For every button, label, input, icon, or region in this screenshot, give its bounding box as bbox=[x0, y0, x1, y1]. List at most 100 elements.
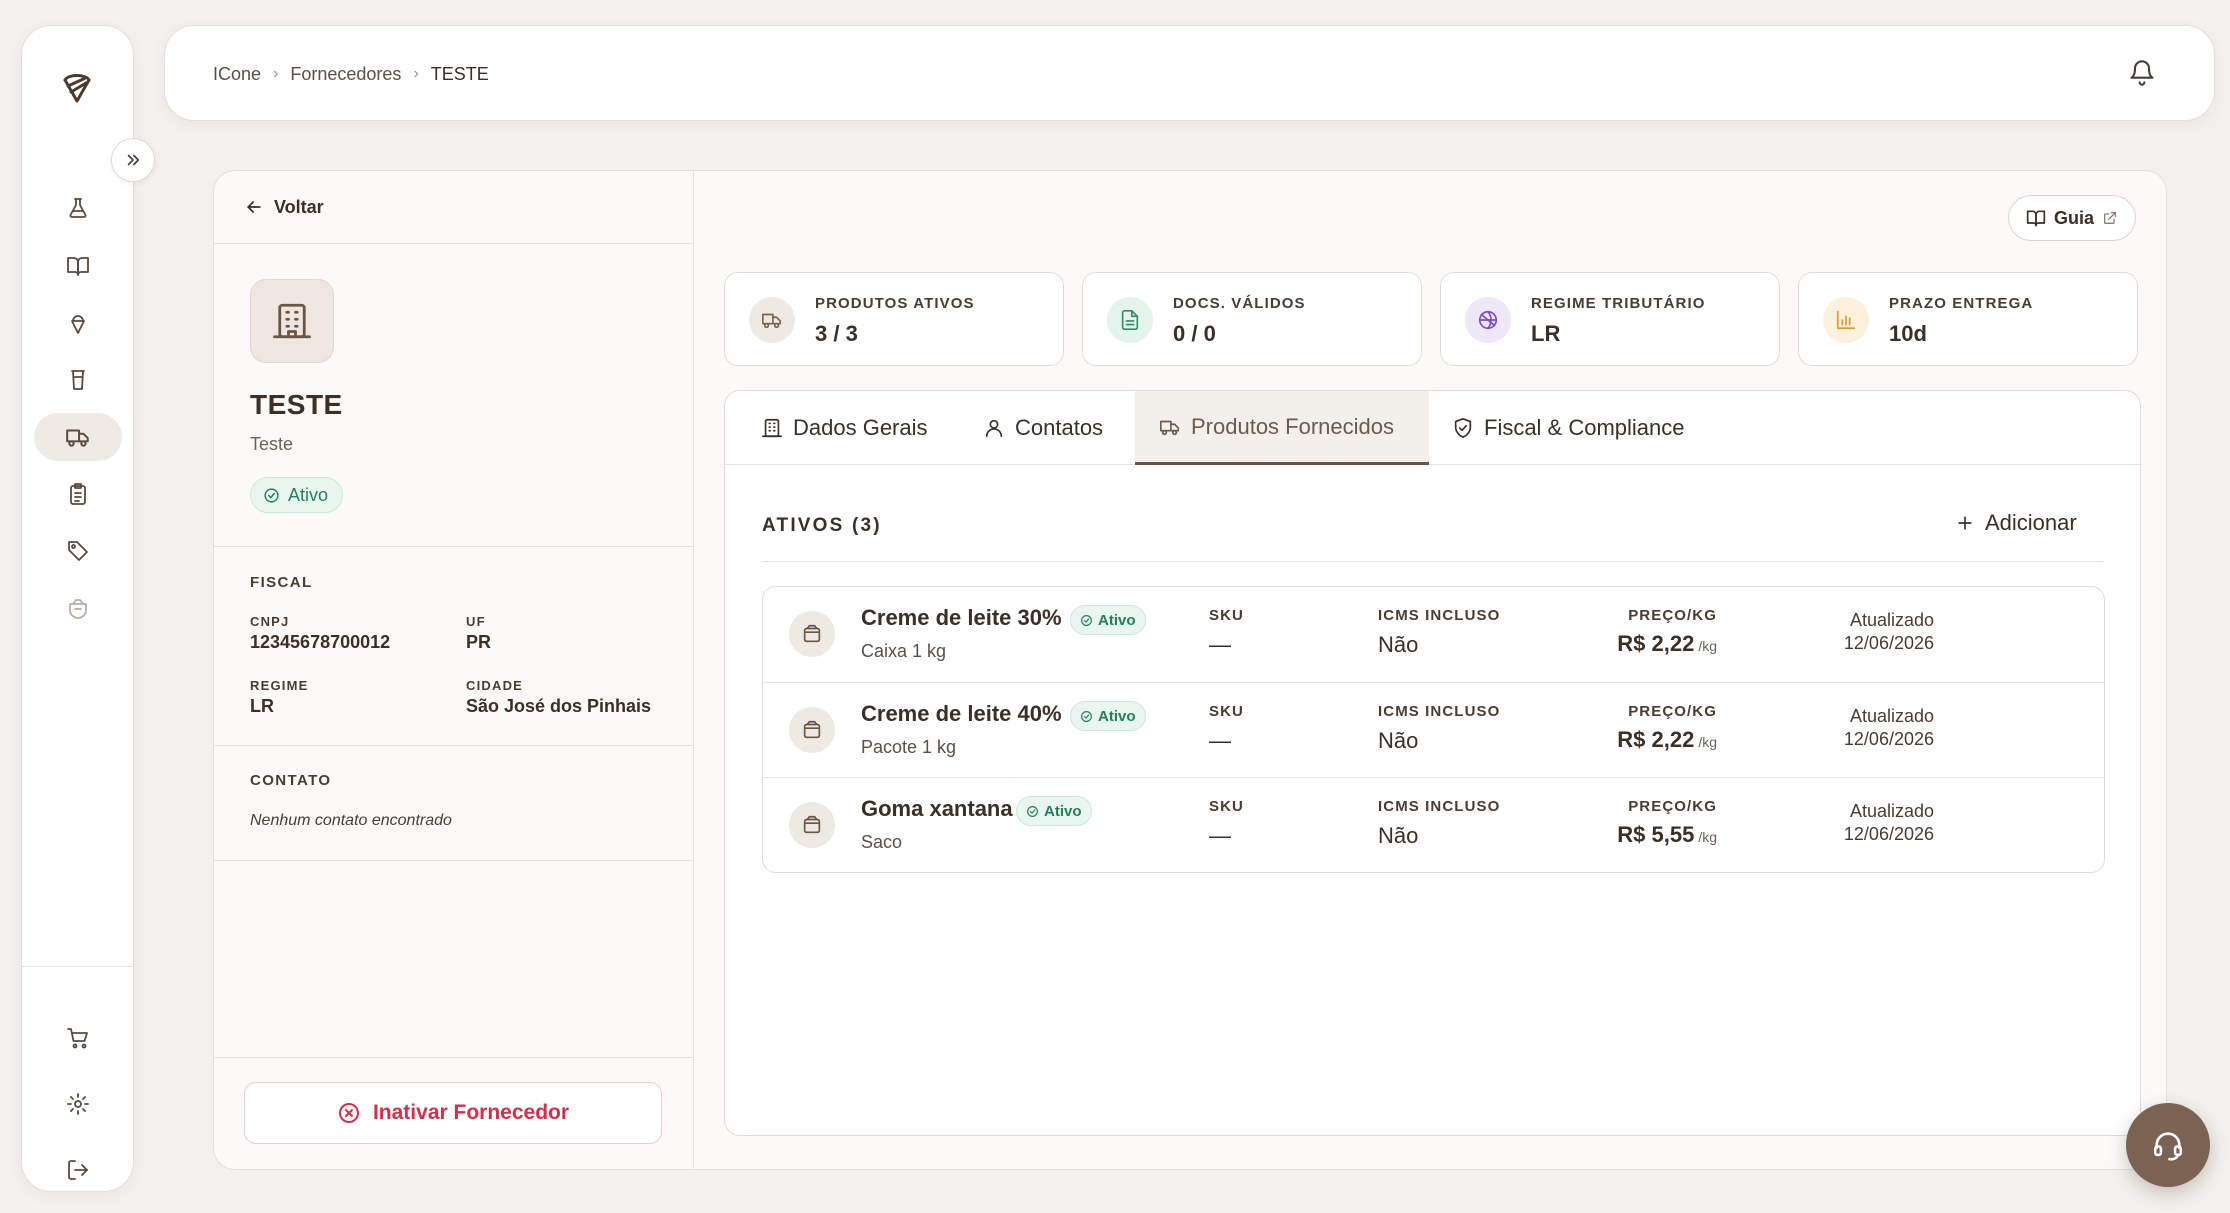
supplier-name: TESTE bbox=[250, 389, 343, 420]
kpi-value: 10d bbox=[1889, 321, 1927, 346]
back-button[interactable]: Voltar bbox=[244, 171, 324, 243]
updated-date: 12/06/2026 bbox=[1843, 633, 1934, 653]
fiscal-section-title: FISCAL bbox=[250, 574, 313, 591]
icms-value: Não bbox=[1378, 632, 1419, 657]
uf-label: UF bbox=[466, 614, 486, 629]
icms-value: Não bbox=[1378, 728, 1419, 753]
ice-cream-icon bbox=[66, 311, 90, 335]
icms-label: ICMS INCLUSO bbox=[1378, 607, 1501, 624]
product-unit: Saco bbox=[861, 832, 903, 852]
inactivate-label: Inativar Fornecedor bbox=[372, 1101, 570, 1124]
guide-label: Guia bbox=[2053, 207, 2094, 228]
support-chat-button[interactable] bbox=[2126, 1103, 2210, 1187]
kpi-label: PRODUTOS ATIVOS bbox=[815, 295, 975, 312]
top-bar: ICone › Fornecedores › TESTE bbox=[164, 25, 2215, 121]
user-icon bbox=[983, 417, 1005, 439]
sku-value: — bbox=[1209, 728, 1231, 753]
bar-chart-icon bbox=[1823, 297, 1869, 343]
sku-value: — bbox=[1209, 632, 1231, 657]
add-product-button[interactable]: Adicionar bbox=[1955, 503, 2077, 543]
globe-icon bbox=[1465, 297, 1511, 343]
kpi-value: 0 / 0 bbox=[1173, 321, 1216, 346]
tab-label: Dados Gerais bbox=[793, 415, 928, 440]
check-circle-icon bbox=[1080, 710, 1093, 723]
box-icon bbox=[66, 596, 90, 620]
divider bbox=[214, 860, 693, 861]
tab-supplied-products[interactable]: Produtos Fornecidos bbox=[1135, 391, 1429, 465]
expand-sidebar-button[interactable] bbox=[111, 138, 155, 182]
package-icon bbox=[789, 707, 835, 753]
tab-label: Fiscal & Compliance bbox=[1484, 415, 1685, 440]
contact-section-title: CONTATO bbox=[250, 772, 332, 789]
back-label: Voltar bbox=[274, 196, 324, 217]
divider bbox=[214, 243, 693, 244]
guide-button[interactable]: Guia bbox=[2008, 195, 2136, 241]
price-label: PREÇO/KG bbox=[1628, 798, 1717, 815]
nav-cup[interactable] bbox=[34, 356, 122, 404]
cnpj-label: CNPJ bbox=[250, 614, 290, 629]
sku-label: SKU bbox=[1209, 607, 1244, 624]
updated-label: Atualizado bbox=[1849, 801, 1934, 821]
updated-date: 12/06/2026 bbox=[1843, 824, 1934, 844]
nav-tags[interactable] bbox=[34, 527, 122, 575]
nav-logout[interactable] bbox=[34, 1146, 122, 1194]
nav-ice-cream[interactable] bbox=[34, 299, 122, 347]
nav-suppliers[interactable] bbox=[34, 413, 122, 461]
nav-settings[interactable] bbox=[34, 1080, 122, 1128]
nav-book[interactable] bbox=[34, 242, 122, 290]
check-circle-icon bbox=[1080, 614, 1093, 627]
nav-box[interactable] bbox=[34, 584, 122, 632]
tag-icon bbox=[66, 539, 90, 563]
chevron-right-icon: › bbox=[413, 65, 419, 82]
price-unit: /kg bbox=[1698, 829, 1717, 845]
product-row[interactable]: Creme de leite 30% Ativo Caixa 1 kg SKU … bbox=[763, 587, 2104, 682]
chevrons-right-icon bbox=[124, 151, 142, 169]
check-circle-icon bbox=[263, 487, 280, 504]
breadcrumb-item-home[interactable]: ICone bbox=[213, 63, 262, 84]
product-row[interactable]: Goma xantana Ativo Saco SKU — ICMS INCLU… bbox=[763, 777, 2104, 872]
check-circle-icon bbox=[1026, 805, 1039, 818]
book-icon bbox=[66, 254, 90, 278]
tab-general-data[interactable]: Dados Gerais bbox=[761, 391, 928, 465]
price-unit: /kg bbox=[1698, 638, 1717, 654]
building-icon bbox=[271, 300, 313, 342]
x-circle-icon bbox=[337, 1101, 361, 1125]
shield-check-icon bbox=[1452, 417, 1474, 439]
document-icon bbox=[1107, 297, 1153, 343]
logo-icon[interactable] bbox=[59, 68, 95, 104]
tab-label: Produtos Fornecidos bbox=[1191, 413, 1394, 439]
nav-clipboard[interactable] bbox=[34, 470, 122, 518]
tab-fiscal-compliance[interactable]: Fiscal & Compliance bbox=[1452, 391, 1685, 465]
price: R$ 2,22 /kg bbox=[1617, 727, 1717, 753]
rail-divider bbox=[22, 966, 133, 967]
kpi-value: LR bbox=[1531, 321, 1561, 346]
supplier-subtitle: Teste bbox=[250, 434, 294, 454]
breadcrumb-item-suppliers[interactable]: Fornecedores bbox=[290, 63, 402, 84]
regime-value: LR bbox=[250, 696, 274, 716]
kpi-label: DOCS. VÁLIDOS bbox=[1173, 295, 1306, 312]
sku-label: SKU bbox=[1209, 798, 1244, 815]
inactivate-supplier-button[interactable]: Inativar Fornecedor bbox=[244, 1082, 662, 1144]
updated-info: Atualizado 12/06/2026 bbox=[1844, 705, 1934, 751]
product-name: Creme de leite 30% bbox=[861, 605, 1062, 630]
updated-label: Atualizado bbox=[1849, 706, 1934, 726]
supplier-avatar bbox=[250, 279, 334, 363]
price-value: R$ 5,55 bbox=[1617, 822, 1695, 847]
nav-flask[interactable] bbox=[34, 184, 122, 232]
price-label: PREÇO/KG bbox=[1628, 607, 1717, 624]
nav-cart[interactable] bbox=[34, 1014, 122, 1062]
arrow-left-icon bbox=[244, 197, 264, 217]
price: R$ 5,55 /kg bbox=[1617, 822, 1717, 848]
divider bbox=[214, 546, 693, 547]
plus-icon bbox=[1955, 513, 1975, 533]
divider bbox=[762, 561, 2103, 562]
headset-icon bbox=[2151, 1128, 2185, 1162]
product-row[interactable]: Creme de leite 40% Ativo Pacote 1 kg SKU… bbox=[763, 682, 2104, 777]
tab-contacts[interactable]: Contatos bbox=[983, 391, 1103, 465]
updated-label: Atualizado bbox=[1849, 610, 1934, 630]
notifications-bell-icon[interactable] bbox=[2128, 59, 2156, 87]
side-footer bbox=[214, 1057, 693, 1169]
price-value: R$ 2,22 bbox=[1617, 631, 1695, 656]
kpi-value: 3 / 3 bbox=[815, 321, 858, 346]
sku-value: — bbox=[1209, 823, 1231, 848]
